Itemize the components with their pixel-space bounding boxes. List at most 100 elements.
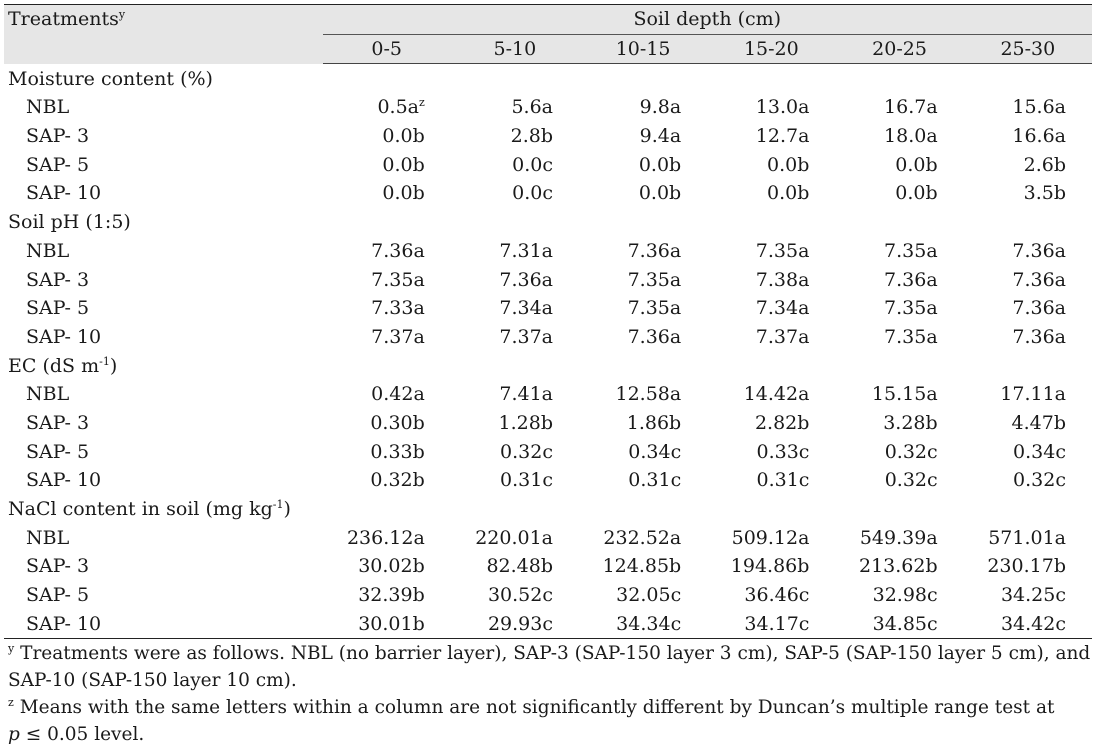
value-text: 34.34c: [616, 612, 682, 635]
value-cell: 0.0c: [451, 150, 579, 179]
value-cell: 7.36a: [964, 265, 1092, 294]
value-text: 7.36a: [1012, 297, 1066, 320]
value-text: 14.42a: [743, 383, 810, 406]
soil-depth-header: Soil depth (cm): [322, 4, 1092, 35]
value-cell: 7.36a: [323, 237, 451, 266]
value-cell: 0.0b: [707, 150, 835, 179]
value-cell: 7.36a: [964, 237, 1092, 266]
value-cell: 124.85b: [579, 552, 707, 581]
value-cell: 34.25c: [964, 581, 1092, 610]
value-cell: 0.0b: [323, 179, 451, 208]
value-cell: 36.46c: [707, 581, 835, 610]
value-text: 15.15a: [871, 383, 938, 406]
value-cell: 30.02b: [323, 552, 451, 581]
value-cell: 17.11a: [964, 380, 1092, 409]
section-title-text: Soil pH (1:5): [8, 211, 131, 234]
value-cell: 7.37a: [323, 323, 451, 352]
value-text: 7.31a: [499, 239, 553, 262]
value-text: 0.0c: [512, 153, 553, 176]
value-cell: 0.0b: [323, 150, 451, 179]
treatment-label: SAP- 5: [26, 584, 90, 607]
value-cell: 0.34c: [579, 437, 707, 466]
value-cell: 14.42a: [707, 380, 835, 409]
value-text: 509.12a: [731, 526, 810, 549]
value-text: 0.32c: [884, 440, 938, 463]
value-text: 0.0b: [895, 153, 938, 176]
value-text: 3.5b: [1023, 182, 1066, 205]
value-cell: 7.36a: [835, 265, 963, 294]
value-cell: 0.0b: [579, 179, 707, 208]
section-title: Soil pH (1:5): [4, 208, 1092, 237]
footnote-y-text: Treatments were as follows. NBL (no barr…: [8, 643, 1091, 692]
value-cell: 0.31c: [451, 466, 579, 495]
footnote-z: z Means with the same letters within a c…: [8, 694, 1092, 748]
table-row: SAP- 5 0.33b 0.32c 0.34c 0.33c 0.32c 0.34c: [4, 437, 1092, 466]
value-text: 0.0b: [638, 153, 682, 176]
value-cell: 0.32c: [835, 437, 963, 466]
value-text: 7.36a: [884, 268, 938, 291]
treatment-label: NBL: [26, 239, 70, 262]
value-text: 30.01b: [358, 612, 425, 635]
value-text: 16.6a: [1012, 125, 1066, 148]
value-text: 213.62b: [859, 555, 938, 578]
value-text: 0.30b: [370, 411, 425, 434]
value-cell: 0.34c: [964, 437, 1092, 466]
treatment-label: SAP- 5: [26, 153, 90, 176]
value-text: 0.34c: [628, 440, 682, 463]
value-cell: 34.42c: [963, 609, 1092, 640]
value-cell: 9.8a: [579, 93, 707, 122]
value-text: 7.36a: [371, 239, 425, 262]
depth-header: 5-10: [450, 34, 579, 65]
value-text: 7.36a: [499, 268, 553, 291]
value-cell: 34.17c: [707, 609, 836, 640]
treatments-header-text: Treatments: [8, 8, 119, 30]
value-text: 1.86b: [626, 411, 682, 434]
value-cell: 7.35a: [835, 294, 963, 323]
value-text: 0.33c: [756, 440, 810, 463]
table-row: SAP- 5 7.33a 7.34a 7.35a 7.34a 7.35a 7.36a: [4, 294, 1092, 323]
value-text: 230.17b: [987, 555, 1066, 578]
value-cell: 12.58a: [579, 380, 707, 409]
treatment-label: SAP- 10: [26, 325, 102, 348]
value-text: 36.46c: [744, 584, 810, 607]
value-cell: 7.35a: [323, 265, 451, 294]
value-text: 7.36a: [627, 325, 682, 348]
depth-header: 10-15: [579, 34, 708, 65]
table-row: SAP- 10 7.37a 7.37a 7.36a 7.37a 7.35a 7.36a: [4, 323, 1092, 352]
value-text: 232.52a: [603, 526, 682, 549]
value-cell: 7.36a: [451, 265, 579, 294]
value-text: 0.33b: [370, 440, 425, 463]
table-row: SAP- 10 0.32b 0.31c 0.31c 0.31c 0.32c 0.32c: [4, 466, 1092, 495]
soil-properties-table: Treatmentsy Soil depth (cm) 0-5 5-10 10-…: [4, 3, 1092, 640]
value-cell: 236.12a: [323, 523, 451, 552]
value-cell: 0.32c: [451, 437, 579, 466]
value-text: 9.4a: [639, 125, 682, 148]
value-cell: 0.5az: [323, 93, 451, 122]
value-cell: 0.0b: [835, 150, 963, 179]
value-cell: 15.6a: [964, 93, 1092, 122]
section-title-text: Moisture content (%): [8, 67, 213, 90]
footnote-z-text: Means with the same letters within a col…: [19, 697, 1055, 719]
value-cell: 15.15a: [835, 380, 963, 409]
value-cell: 213.62b: [835, 552, 963, 581]
footnote-z-tail: ≤ 0.05 level.: [25, 724, 145, 746]
value-text: 82.48b: [486, 555, 553, 578]
table-row: NBL 236.12a 220.01a 232.52a 509.12a 549.39a 57…: [4, 523, 1092, 552]
footnotes: y Treatments were as follows. NBL (no ba…: [4, 640, 1092, 748]
section-title-suffix: ): [109, 354, 118, 377]
treatments-header-sup: y: [118, 8, 126, 21]
value-text: 7.36a: [1012, 325, 1066, 348]
value-cell: 0.0b: [579, 150, 707, 179]
value-cell: 7.37a: [451, 323, 579, 352]
value-text: 1.28b: [498, 411, 553, 434]
value-text: 5.6a: [511, 96, 553, 119]
value-text: 7.37a: [371, 325, 425, 348]
table-row: SAP- 5 0.0b 0.0c 0.0b 0.0b 0.0b 2.6b: [4, 150, 1092, 179]
value-cell: 194.86b: [707, 552, 835, 581]
footnote-z-mark: z: [8, 696, 14, 710]
value-cell: 7.35a: [835, 323, 963, 352]
value-text: 0.0b: [767, 182, 810, 205]
table-body: Moisture content (%) NBL 0.5az 5.6a 9.8a 13.0…: [4, 64, 1092, 640]
value-text: 7.35a: [884, 297, 938, 320]
value-cell: 29.93c: [450, 609, 579, 640]
